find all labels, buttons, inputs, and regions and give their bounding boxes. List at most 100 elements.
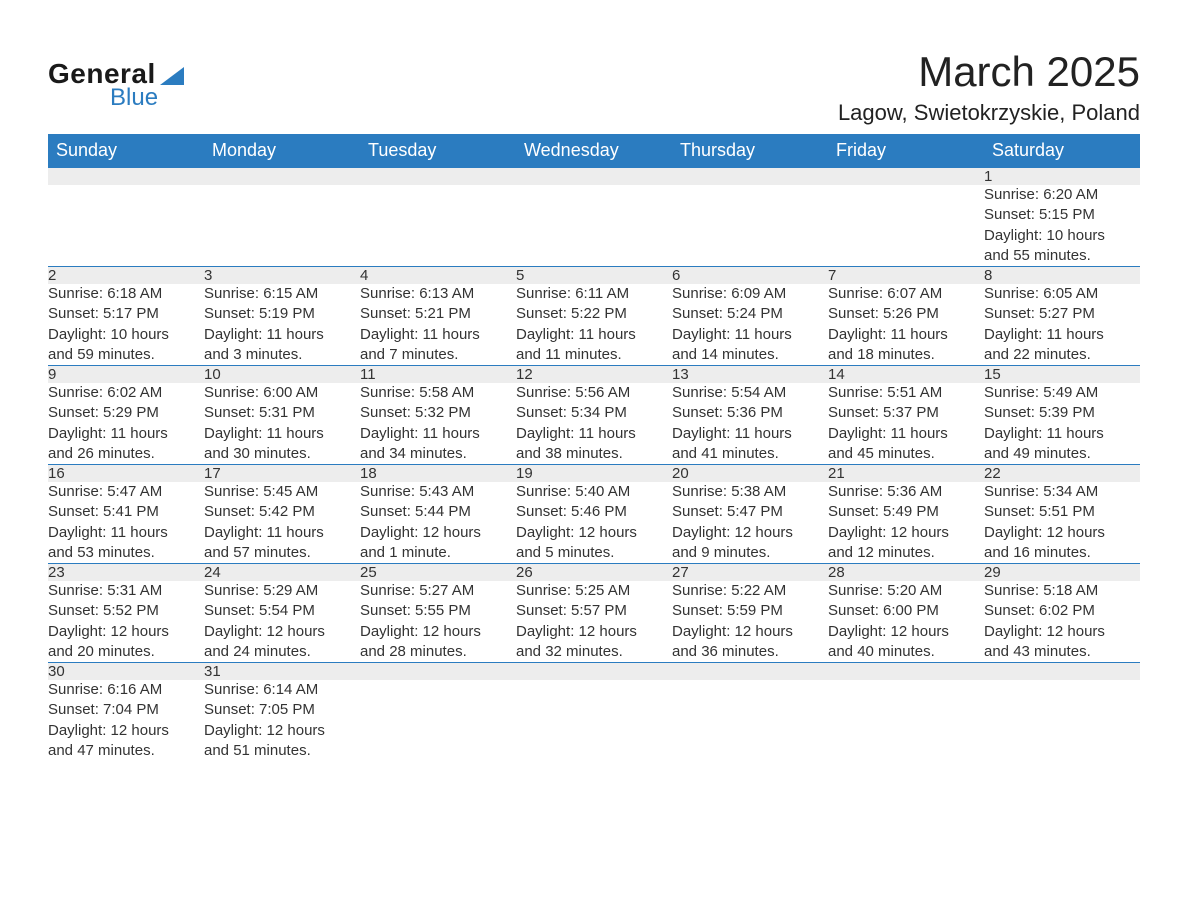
day2-line: and 38 minutes. <box>516 444 672 464</box>
day2-line: and 1 minute. <box>360 543 516 563</box>
empty-detail <box>828 185 984 267</box>
sunset-line: Sunset: 6:02 PM <box>984 601 1140 621</box>
day2-line: and 9 minutes. <box>672 543 828 563</box>
sunrise-line: Sunrise: 6:05 AM <box>984 284 1140 304</box>
empty-detail <box>984 680 1140 761</box>
sunrise-line: Sunrise: 6:07 AM <box>828 284 984 304</box>
day-detail: Sunrise: 6:16 AMSunset: 7:04 PMDaylight:… <box>48 680 204 761</box>
sunset-line: Sunset: 5:15 PM <box>984 205 1140 225</box>
day-detail: Sunrise: 6:07 AMSunset: 5:26 PMDaylight:… <box>828 284 984 366</box>
col-tuesday: Tuesday <box>360 134 516 168</box>
day2-line: and 18 minutes. <box>828 345 984 365</box>
detail-row: Sunrise: 6:02 AMSunset: 5:29 PMDaylight:… <box>48 383 1140 465</box>
day1-line: Daylight: 12 hours <box>48 721 204 741</box>
sunrise-line: Sunrise: 6:16 AM <box>48 680 204 700</box>
logo: General Blue <box>48 58 184 112</box>
day-detail: Sunrise: 5:51 AMSunset: 5:37 PMDaylight:… <box>828 383 984 465</box>
empty-daynum <box>672 663 828 681</box>
sunset-line: Sunset: 5:41 PM <box>48 502 204 522</box>
day-number: 28 <box>828 564 984 582</box>
day-detail: Sunrise: 6:09 AMSunset: 5:24 PMDaylight:… <box>672 284 828 366</box>
sunset-line: Sunset: 5:17 PM <box>48 304 204 324</box>
day-detail: Sunrise: 6:20 AMSunset: 5:15 PMDaylight:… <box>984 185 1140 267</box>
sunset-line: Sunset: 5:49 PM <box>828 502 984 522</box>
day-detail: Sunrise: 6:05 AMSunset: 5:27 PMDaylight:… <box>984 284 1140 366</box>
logo-triangle-icon <box>160 67 184 85</box>
sunset-line: Sunset: 5:19 PM <box>204 304 360 324</box>
day-number: 22 <box>984 465 1140 483</box>
day1-line: Daylight: 11 hours <box>516 424 672 444</box>
sunset-line: Sunset: 5:46 PM <box>516 502 672 522</box>
day1-line: Daylight: 12 hours <box>204 622 360 642</box>
day-number: 8 <box>984 267 1140 285</box>
day-number: 19 <box>516 465 672 483</box>
day2-line: and 26 minutes. <box>48 444 204 464</box>
header: General Blue March 2025 Lagow, Swietokrz… <box>48 48 1140 126</box>
empty-daynum <box>828 168 984 186</box>
day2-line: and 47 minutes. <box>48 741 204 761</box>
day-number: 30 <box>48 663 204 681</box>
day-detail: Sunrise: 5:58 AMSunset: 5:32 PMDaylight:… <box>360 383 516 465</box>
col-thursday: Thursday <box>672 134 828 168</box>
day-detail: Sunrise: 5:45 AMSunset: 5:42 PMDaylight:… <box>204 482 360 564</box>
sunset-line: Sunset: 5:44 PM <box>360 502 516 522</box>
day2-line: and 30 minutes. <box>204 444 360 464</box>
day-detail: Sunrise: 5:43 AMSunset: 5:44 PMDaylight:… <box>360 482 516 564</box>
day2-line: and 14 minutes. <box>672 345 828 365</box>
day1-line: Daylight: 10 hours <box>984 226 1140 246</box>
empty-daynum <box>828 663 984 681</box>
sunset-line: Sunset: 5:34 PM <box>516 403 672 423</box>
sunrise-line: Sunrise: 6:00 AM <box>204 383 360 403</box>
day-number: 9 <box>48 366 204 384</box>
sunset-line: Sunset: 5:31 PM <box>204 403 360 423</box>
col-saturday: Saturday <box>984 134 1140 168</box>
day2-line: and 11 minutes. <box>516 345 672 365</box>
empty-daynum <box>516 168 672 186</box>
empty-daynum <box>516 663 672 681</box>
sunset-line: Sunset: 5:29 PM <box>48 403 204 423</box>
day-number: 11 <box>360 366 516 384</box>
day1-line: Daylight: 11 hours <box>48 424 204 444</box>
day2-line: and 53 minutes. <box>48 543 204 563</box>
col-friday: Friday <box>828 134 984 168</box>
day1-line: Daylight: 12 hours <box>360 523 516 543</box>
day2-line: and 7 minutes. <box>360 345 516 365</box>
sunrise-line: Sunrise: 5:25 AM <box>516 581 672 601</box>
day1-line: Daylight: 10 hours <box>48 325 204 345</box>
day1-line: Daylight: 12 hours <box>48 622 204 642</box>
day1-line: Daylight: 12 hours <box>204 721 360 741</box>
detail-row: Sunrise: 5:47 AMSunset: 5:41 PMDaylight:… <box>48 482 1140 564</box>
day-number: 14 <box>828 366 984 384</box>
day-detail: Sunrise: 5:54 AMSunset: 5:36 PMDaylight:… <box>672 383 828 465</box>
daynum-row: 23242526272829 <box>48 564 1140 582</box>
empty-daynum <box>360 663 516 681</box>
sunset-line: Sunset: 5:37 PM <box>828 403 984 423</box>
day2-line: and 55 minutes. <box>984 246 1140 266</box>
sunset-line: Sunset: 5:32 PM <box>360 403 516 423</box>
day-detail: Sunrise: 6:18 AMSunset: 5:17 PMDaylight:… <box>48 284 204 366</box>
sunset-line: Sunset: 5:59 PM <box>672 601 828 621</box>
empty-detail <box>360 680 516 761</box>
day2-line: and 59 minutes. <box>48 345 204 365</box>
day2-line: and 20 minutes. <box>48 642 204 662</box>
day1-line: Daylight: 11 hours <box>672 325 828 345</box>
sunset-line: Sunset: 5:39 PM <box>984 403 1140 423</box>
day2-line: and 45 minutes. <box>828 444 984 464</box>
day-number: 16 <box>48 465 204 483</box>
day-number: 1 <box>984 168 1140 186</box>
day-detail: Sunrise: 6:00 AMSunset: 5:31 PMDaylight:… <box>204 383 360 465</box>
sunset-line: Sunset: 5:54 PM <box>204 601 360 621</box>
empty-detail <box>516 680 672 761</box>
sunset-line: Sunset: 5:24 PM <box>672 304 828 324</box>
sunrise-line: Sunrise: 6:02 AM <box>48 383 204 403</box>
day-number: 10 <box>204 366 360 384</box>
sunrise-line: Sunrise: 6:15 AM <box>204 284 360 304</box>
sunset-line: Sunset: 5:26 PM <box>828 304 984 324</box>
day1-line: Daylight: 12 hours <box>984 622 1140 642</box>
empty-daynum <box>360 168 516 186</box>
sunrise-line: Sunrise: 5:54 AM <box>672 383 828 403</box>
day-number: 25 <box>360 564 516 582</box>
sunrise-line: Sunrise: 5:27 AM <box>360 581 516 601</box>
empty-daynum <box>204 168 360 186</box>
col-sunday: Sunday <box>48 134 204 168</box>
